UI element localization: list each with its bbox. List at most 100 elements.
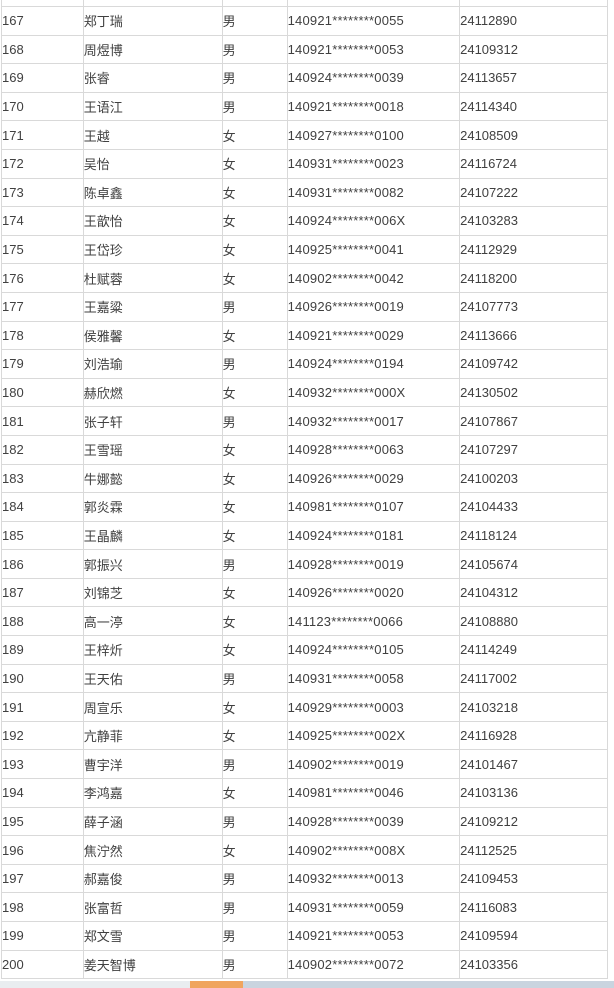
cell-no: 172 <box>1 148 84 179</box>
cell-reg: 24130502 <box>459 377 608 408</box>
cell-no: 171 <box>1 120 84 150</box>
cell-reg: 24107297 <box>459 434 608 465</box>
horizontal-scrollbar[interactable] <box>0 981 614 988</box>
table-row: 180 赫欣燃女 140932********000X 24130502 <box>1 377 608 408</box>
cell-name: 郭振兴 <box>82 549 223 579</box>
cell-name: 王语江 <box>82 91 223 122</box>
cell-id: 140931********0082 <box>286 177 461 208</box>
table-row: 199 郑文雪男 140921********0053 24109594 <box>1 921 608 951</box>
cell-name: 曹宇洋 <box>82 749 223 780</box>
table-row: 174 王歆怡女 140924********006X 24103283 <box>1 206 608 236</box>
cell-id: 140925********002X <box>286 720 461 751</box>
cell-reg: 24101467 <box>459 749 608 780</box>
cell-no: 174 <box>1 206 84 236</box>
cell-name: 陈卓鑫 <box>82 177 223 208</box>
cell-name: 王越 <box>82 120 223 150</box>
cell-name: 刘锦芝 <box>82 577 223 608</box>
scrollbar-right-area <box>243 981 614 988</box>
cell-name: 姜天智博 <box>82 949 223 980</box>
cell-gender: 女 <box>221 434 288 465</box>
cell-id: 140902********0072 <box>286 949 461 980</box>
cell-name: 王嘉粱 <box>82 291 223 322</box>
table-row: 185 王晶麟女 140924********0181 24118124 <box>1 520 608 551</box>
table-row: 182 王雪瑶女 140928********0063 24107297 <box>1 434 608 465</box>
cell-name: 张睿 <box>82 63 223 93</box>
cell-no: 169 <box>1 63 84 93</box>
table-row: 179 刘浩瑜男 140924********0194 24109742 <box>1 349 608 379</box>
cell-id: 140928********0019 <box>286 549 461 579</box>
cell-reg: 24109742 <box>459 349 608 379</box>
cell-no: 195 <box>1 806 84 837</box>
cell-id: 140932********000X <box>286 377 461 408</box>
cell-name: 王雪瑶 <box>82 434 223 465</box>
cell-reg: 24113657 <box>459 63 608 93</box>
cell-reg: 24108509 <box>459 120 608 150</box>
cell-no: 196 <box>1 835 84 865</box>
cell-no: 173 <box>1 177 84 208</box>
cell-no: 181 <box>1 406 84 436</box>
cell-id: 140931********0059 <box>286 892 461 922</box>
cell-name: 赫欣燃 <box>82 377 223 408</box>
table-row: 184 郭炎霖女 140981********0107 24104433 <box>1 492 608 522</box>
cell-no: 199 <box>1 921 84 951</box>
cell-no: 197 <box>1 863 84 894</box>
cell-gender: 女 <box>221 177 288 208</box>
cell-gender: 男 <box>221 806 288 837</box>
cell-reg: 24112890 <box>459 6 608 36</box>
cell-id: 141123********0066 <box>286 606 461 637</box>
cell-id: 140924********006X <box>286 206 461 236</box>
cell-id: 140902********008X <box>286 835 461 865</box>
cell-reg: 24116083 <box>459 892 608 922</box>
cell-id: 140921********0053 <box>286 921 461 951</box>
cell-id: 140926********0020 <box>286 577 461 608</box>
cell-gender: 男 <box>221 663 288 694</box>
cell-name: 王歆怡 <box>82 206 223 236</box>
cell-id: 140921********0053 <box>286 34 461 65</box>
cell-gender: 男 <box>221 949 288 980</box>
cell-gender: 女 <box>221 778 288 808</box>
cell-no: 176 <box>1 263 84 293</box>
table-row: 187 刘锦芝女 140926********0020 24104312 <box>1 577 608 608</box>
cell-name: 吴怡 <box>82 148 223 179</box>
table-row: 188 高一渟女 141123********0066 24108880 <box>1 606 608 637</box>
cell-no: 178 <box>1 320 84 351</box>
cell-no: 187 <box>1 577 84 608</box>
cell-gender: 女 <box>221 320 288 351</box>
cell-id: 140929********0003 <box>286 692 461 722</box>
cell-gender: 女 <box>221 120 288 150</box>
cell-reg: 24114249 <box>459 635 608 665</box>
cell-reg: 24113666 <box>459 320 608 351</box>
cell-name: 侯雅馨 <box>82 320 223 351</box>
cell-reg: 24103218 <box>459 692 608 722</box>
table-row: 172 吴怡女 140931********0023 24116724 <box>1 148 608 179</box>
cell-no: 170 <box>1 91 84 122</box>
cell-gender: 女 <box>221 148 288 179</box>
cell-id: 140925********0041 <box>286 234 461 265</box>
cell-no: 183 <box>1 463 84 494</box>
cell-gender: 女 <box>221 263 288 293</box>
cell-gender: 女 <box>221 835 288 865</box>
cell-name: 刘浩瑜 <box>82 349 223 379</box>
cell-gender: 男 <box>221 549 288 579</box>
table-row: 169 张睿男 140924********0039 24113657 <box>1 63 608 93</box>
cell-gender: 女 <box>221 692 288 722</box>
cell-gender: 女 <box>221 577 288 608</box>
cell-name: 王天佑 <box>82 663 223 694</box>
cell-no: 189 <box>1 635 84 665</box>
table-row: 167 郑丁瑞男 140921********0055 24112890 <box>1 6 608 36</box>
cell-no: 179 <box>1 349 84 379</box>
cell-id: 140926********0029 <box>286 463 461 494</box>
cell-no: 167 <box>1 6 84 36</box>
scrollbar-thumb[interactable] <box>190 981 243 988</box>
cell-gender: 女 <box>221 234 288 265</box>
table-row: 175 王岱珍女 140925********0041 24112929 <box>1 234 608 265</box>
cell-reg: 24105674 <box>459 549 608 579</box>
cell-gender: 女 <box>221 492 288 522</box>
cell-name: 李鸿嘉 <box>82 778 223 808</box>
table-row: 197 郝嘉俊男 140932********0013 24109453 <box>1 863 608 894</box>
cell-reg: 24103356 <box>459 949 608 980</box>
table-row: 170 王语江男 140921********0018 24114340 <box>1 91 608 122</box>
cell-name: 牛娜懿 <box>82 463 223 494</box>
